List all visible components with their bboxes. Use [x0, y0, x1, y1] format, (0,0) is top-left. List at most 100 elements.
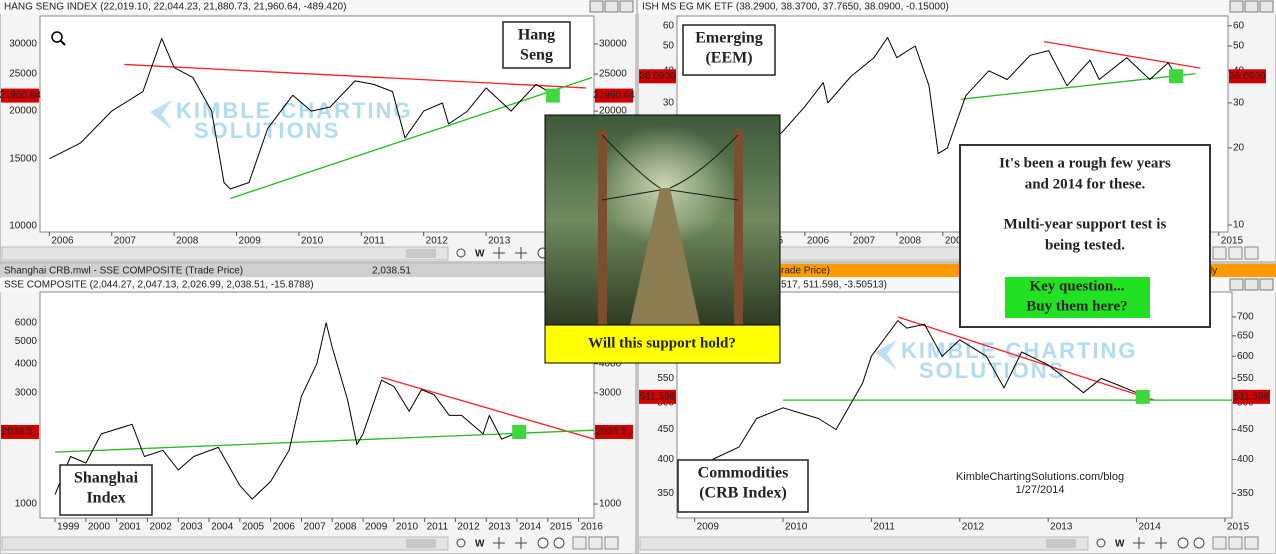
nav-button[interactable]: [588, 536, 603, 550]
x-tick-label: 2014: [519, 522, 542, 533]
tool-pan[interactable]: [515, 537, 527, 549]
y-tick-label: 700: [1237, 312, 1254, 323]
window-button[interactable]: [1244, 278, 1259, 291]
trendline: [230, 76, 593, 200]
y-tick-label: 600: [1237, 351, 1254, 362]
price-line: [49, 38, 554, 190]
trendline: [897, 316, 1155, 401]
nav-button[interactable]: [1244, 246, 1259, 260]
window-button[interactable]: [1259, 278, 1274, 291]
price-tag: [1229, 69, 1266, 84]
chart-label-box: [677, 459, 809, 513]
magnifier-handle: [60, 40, 66, 46]
x-tick-label: 2014: [1139, 522, 1162, 533]
nav-button[interactable]: [604, 536, 619, 550]
magnifier[interactable]: [51, 31, 63, 43]
tool-move[interactable]: [1133, 537, 1145, 549]
tool-label[interactable]: W: [475, 249, 485, 260]
window-button[interactable]: [589, 0, 604, 13]
scrollbar[interactable]: [639, 536, 1089, 551]
tool-move[interactable]: [493, 247, 505, 259]
question-line: Key question...: [1029, 278, 1124, 294]
tool-zoom-out[interactable]: [537, 537, 549, 549]
nav-button[interactable]: [1244, 536, 1259, 550]
tool-refresh[interactable]: [456, 538, 466, 548]
support-marker: [1169, 69, 1184, 84]
x-tick-label: 2016: [581, 522, 604, 533]
y-tick-label: 20: [1233, 143, 1245, 154]
y-tick-label: 5000: [15, 336, 38, 347]
y-tick-label: 550: [1237, 373, 1254, 384]
chart-label: Commodities: [698, 465, 789, 482]
nav-button[interactable]: [572, 536, 587, 550]
y-tick-label: 60: [1233, 20, 1245, 31]
tool-zoom-in[interactable]: [553, 537, 565, 549]
tool-refresh[interactable]: [1096, 538, 1106, 548]
callout: It's been a rough few years and 2014 for…: [959, 144, 1211, 328]
x-tick-label: 2011: [363, 236, 385, 247]
trendline: [1043, 41, 1201, 69]
tool-label[interactable]: W: [1115, 539, 1125, 550]
y-tick-label: 15000: [9, 153, 37, 164]
nav-button[interactable]: [1212, 536, 1227, 550]
bridge-deck: [630, 188, 700, 325]
x-tick-label: 2006: [273, 522, 296, 533]
tool-refresh[interactable]: [456, 248, 466, 258]
question-line: Buy them here?: [1026, 298, 1127, 314]
y-tick-label: 10: [1233, 220, 1245, 231]
x-tick-label: 1999: [57, 522, 80, 533]
y-tick-label: 50: [663, 41, 675, 52]
y-tick-label: 30: [1233, 97, 1245, 108]
credit: 1/27/2014: [1016, 484, 1065, 496]
x-tick-label: 2010: [396, 522, 419, 533]
support-marker: [545, 88, 560, 103]
tool-move[interactable]: [493, 537, 505, 549]
x-tick-label: 2007: [303, 522, 326, 533]
chart-label-box: [682, 24, 776, 76]
window-button[interactable]: [1229, 278, 1244, 291]
scrollbar[interactable]: [1, 246, 449, 261]
y-tick-label: 30000: [9, 39, 37, 50]
x-tick-label: 2002: [149, 522, 172, 533]
price-line: [735, 37, 1177, 174]
tool-zoom-out[interactable]: [1177, 537, 1189, 549]
x-tick-label: 2006: [807, 236, 830, 247]
scrollbar[interactable]: [1, 536, 449, 551]
tool-zoom-in[interactable]: [1193, 537, 1205, 549]
y-tick-label: 1000: [15, 499, 38, 510]
price-line: [54, 322, 520, 500]
callout-line: and 2014 for these.: [1025, 176, 1146, 192]
x-tick-label: 2000: [88, 522, 111, 533]
watermark: SOLUTIONS: [919, 358, 1065, 383]
window-button[interactable]: [1244, 0, 1259, 13]
photo-fog: [594, 125, 734, 245]
y-tick-label: 4000: [599, 358, 622, 369]
window-button[interactable]: [1259, 0, 1274, 13]
y-tick-label: 450: [1237, 424, 1254, 435]
watermark-logo: [875, 340, 897, 370]
price-tag-label: 38.0900: [639, 71, 676, 82]
x-tick-label: 2008: [334, 522, 357, 533]
x-tick-label: 2008: [176, 236, 199, 247]
y-tick-label: 4000: [15, 358, 38, 369]
y-tick-label: 20000: [9, 106, 37, 117]
price-tag-label: 38.0900: [1229, 71, 1266, 82]
y-tick-label: 550: [657, 373, 674, 384]
scroll-thumb[interactable]: [1046, 539, 1076, 548]
nav-button[interactable]: [1228, 246, 1243, 260]
x-tick-label: 2009: [697, 522, 720, 533]
tool-pan[interactable]: [515, 247, 527, 259]
window-button[interactable]: [604, 0, 619, 13]
nav-button[interactable]: [1212, 246, 1227, 260]
scroll-thumb[interactable]: [406, 539, 436, 548]
watermark: SOLUTIONS: [194, 118, 340, 143]
nav-button[interactable]: [1228, 536, 1243, 550]
window-button[interactable]: [1229, 0, 1244, 13]
tool-label[interactable]: W: [475, 539, 485, 550]
scroll-thumb[interactable]: [406, 249, 436, 258]
price-tag: [1, 424, 39, 439]
window-button[interactable]: [619, 0, 634, 13]
y-tick-label: 3000: [599, 388, 622, 399]
tool-pan[interactable]: [1155, 537, 1167, 549]
price-tag-label: 511.598: [640, 391, 676, 402]
